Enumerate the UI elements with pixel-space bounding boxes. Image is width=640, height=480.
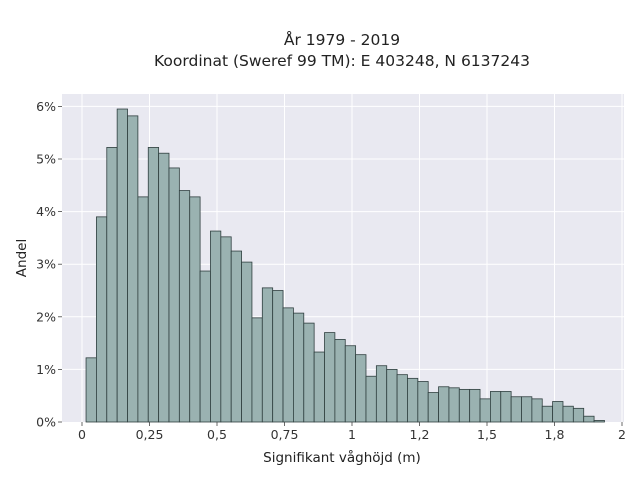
- histogram-bar: [521, 396, 533, 423]
- histogram-bar: [199, 270, 211, 423]
- histogram-bar: [427, 392, 439, 423]
- histogram-bar: [541, 405, 554, 423]
- histogram-bar: [469, 388, 481, 423]
- histogram-bar: [396, 374, 408, 423]
- y-tick-label: 2%: [36, 309, 56, 324]
- histogram-bar: [386, 368, 398, 423]
- y-tick-label: 6%: [36, 99, 56, 114]
- x-tick-label: 1: [348, 427, 356, 442]
- y-tick-label: 3%: [36, 257, 56, 272]
- histogram-bar: [85, 357, 97, 423]
- histogram-bar: [572, 407, 585, 423]
- bars: [85, 108, 605, 423]
- x-tick-label: 0,5: [207, 427, 227, 442]
- histogram-bar: [230, 250, 242, 423]
- y-axis-ticks: 0% 1% 2% 3% 4% 5% 6%: [36, 99, 62, 430]
- histogram-bar: [168, 167, 180, 423]
- histogram-bar: [593, 420, 605, 423]
- x-tick-label: 0,75: [271, 427, 299, 442]
- histogram-bar: [189, 196, 201, 423]
- histogram-bar: [490, 391, 502, 423]
- histogram-bar: [127, 115, 139, 423]
- histogram-bar: [261, 287, 274, 423]
- histogram-bar: [355, 354, 367, 423]
- histogram-bar: [365, 375, 377, 423]
- histogram-bar: [531, 398, 543, 423]
- y-tick-label: 4%: [36, 204, 56, 219]
- chart-title: År 1979 - 2019: [284, 30, 400, 49]
- x-axis-label: Signifikant våghöjd (m): [263, 449, 421, 466]
- histogram-bar: [178, 190, 191, 423]
- histogram-bar: [500, 391, 512, 423]
- y-tick-label: 0%: [36, 415, 56, 430]
- histogram-bar: [303, 322, 315, 423]
- histogram-bar: [479, 398, 491, 423]
- histogram-bar: [241, 261, 253, 423]
- x-tick-label: 1,8: [545, 427, 565, 442]
- histogram-bar: [448, 387, 460, 423]
- histogram-bar: [407, 377, 419, 423]
- histogram-bar: [334, 339, 346, 423]
- histogram-bar: [251, 317, 263, 423]
- y-tick-label: 1%: [36, 362, 56, 377]
- histogram-bar: [438, 386, 450, 423]
- x-tick-label: 0: [78, 427, 86, 442]
- histogram-bar: [375, 365, 388, 423]
- y-axis-label: Andel: [14, 239, 30, 277]
- histogram-bar: [324, 332, 336, 423]
- y-tick-label: 5%: [36, 152, 56, 167]
- histogram-bar: [458, 388, 471, 423]
- histogram-bar: [293, 312, 305, 423]
- x-tick-label: 0,25: [136, 427, 164, 442]
- histogram-bar: [583, 415, 595, 423]
- chart-subtitle: Koordinat (Sweref 99 TM): E 403248, N 61…: [154, 52, 530, 70]
- histogram-bar: [562, 405, 574, 423]
- x-axis-ticks: 0 0,25 0,5 0,75 1 1,2 1,5 1,8 2: [78, 422, 626, 442]
- histogram-bar: [147, 147, 160, 423]
- histogram-bar: [220, 236, 232, 423]
- histogram-bar: [272, 290, 284, 423]
- histogram-bar: [282, 307, 294, 423]
- histogram-bar: [137, 196, 149, 423]
- histogram-bar: [106, 147, 118, 423]
- histogram-bar: [417, 381, 429, 423]
- histogram-bar: [552, 401, 564, 423]
- x-tick-label: 1,2: [410, 427, 430, 442]
- histogram-bar: [510, 396, 522, 423]
- histogram-bar: [344, 345, 357, 423]
- histogram-bar: [210, 230, 222, 423]
- histogram-bar: [96, 216, 108, 423]
- histogram-bar: [116, 108, 128, 423]
- x-tick-label: 1,5: [477, 427, 497, 442]
- histogram-bar: [313, 351, 325, 423]
- x-tick-label: 2: [618, 427, 626, 442]
- histogram-bar: [158, 152, 170, 423]
